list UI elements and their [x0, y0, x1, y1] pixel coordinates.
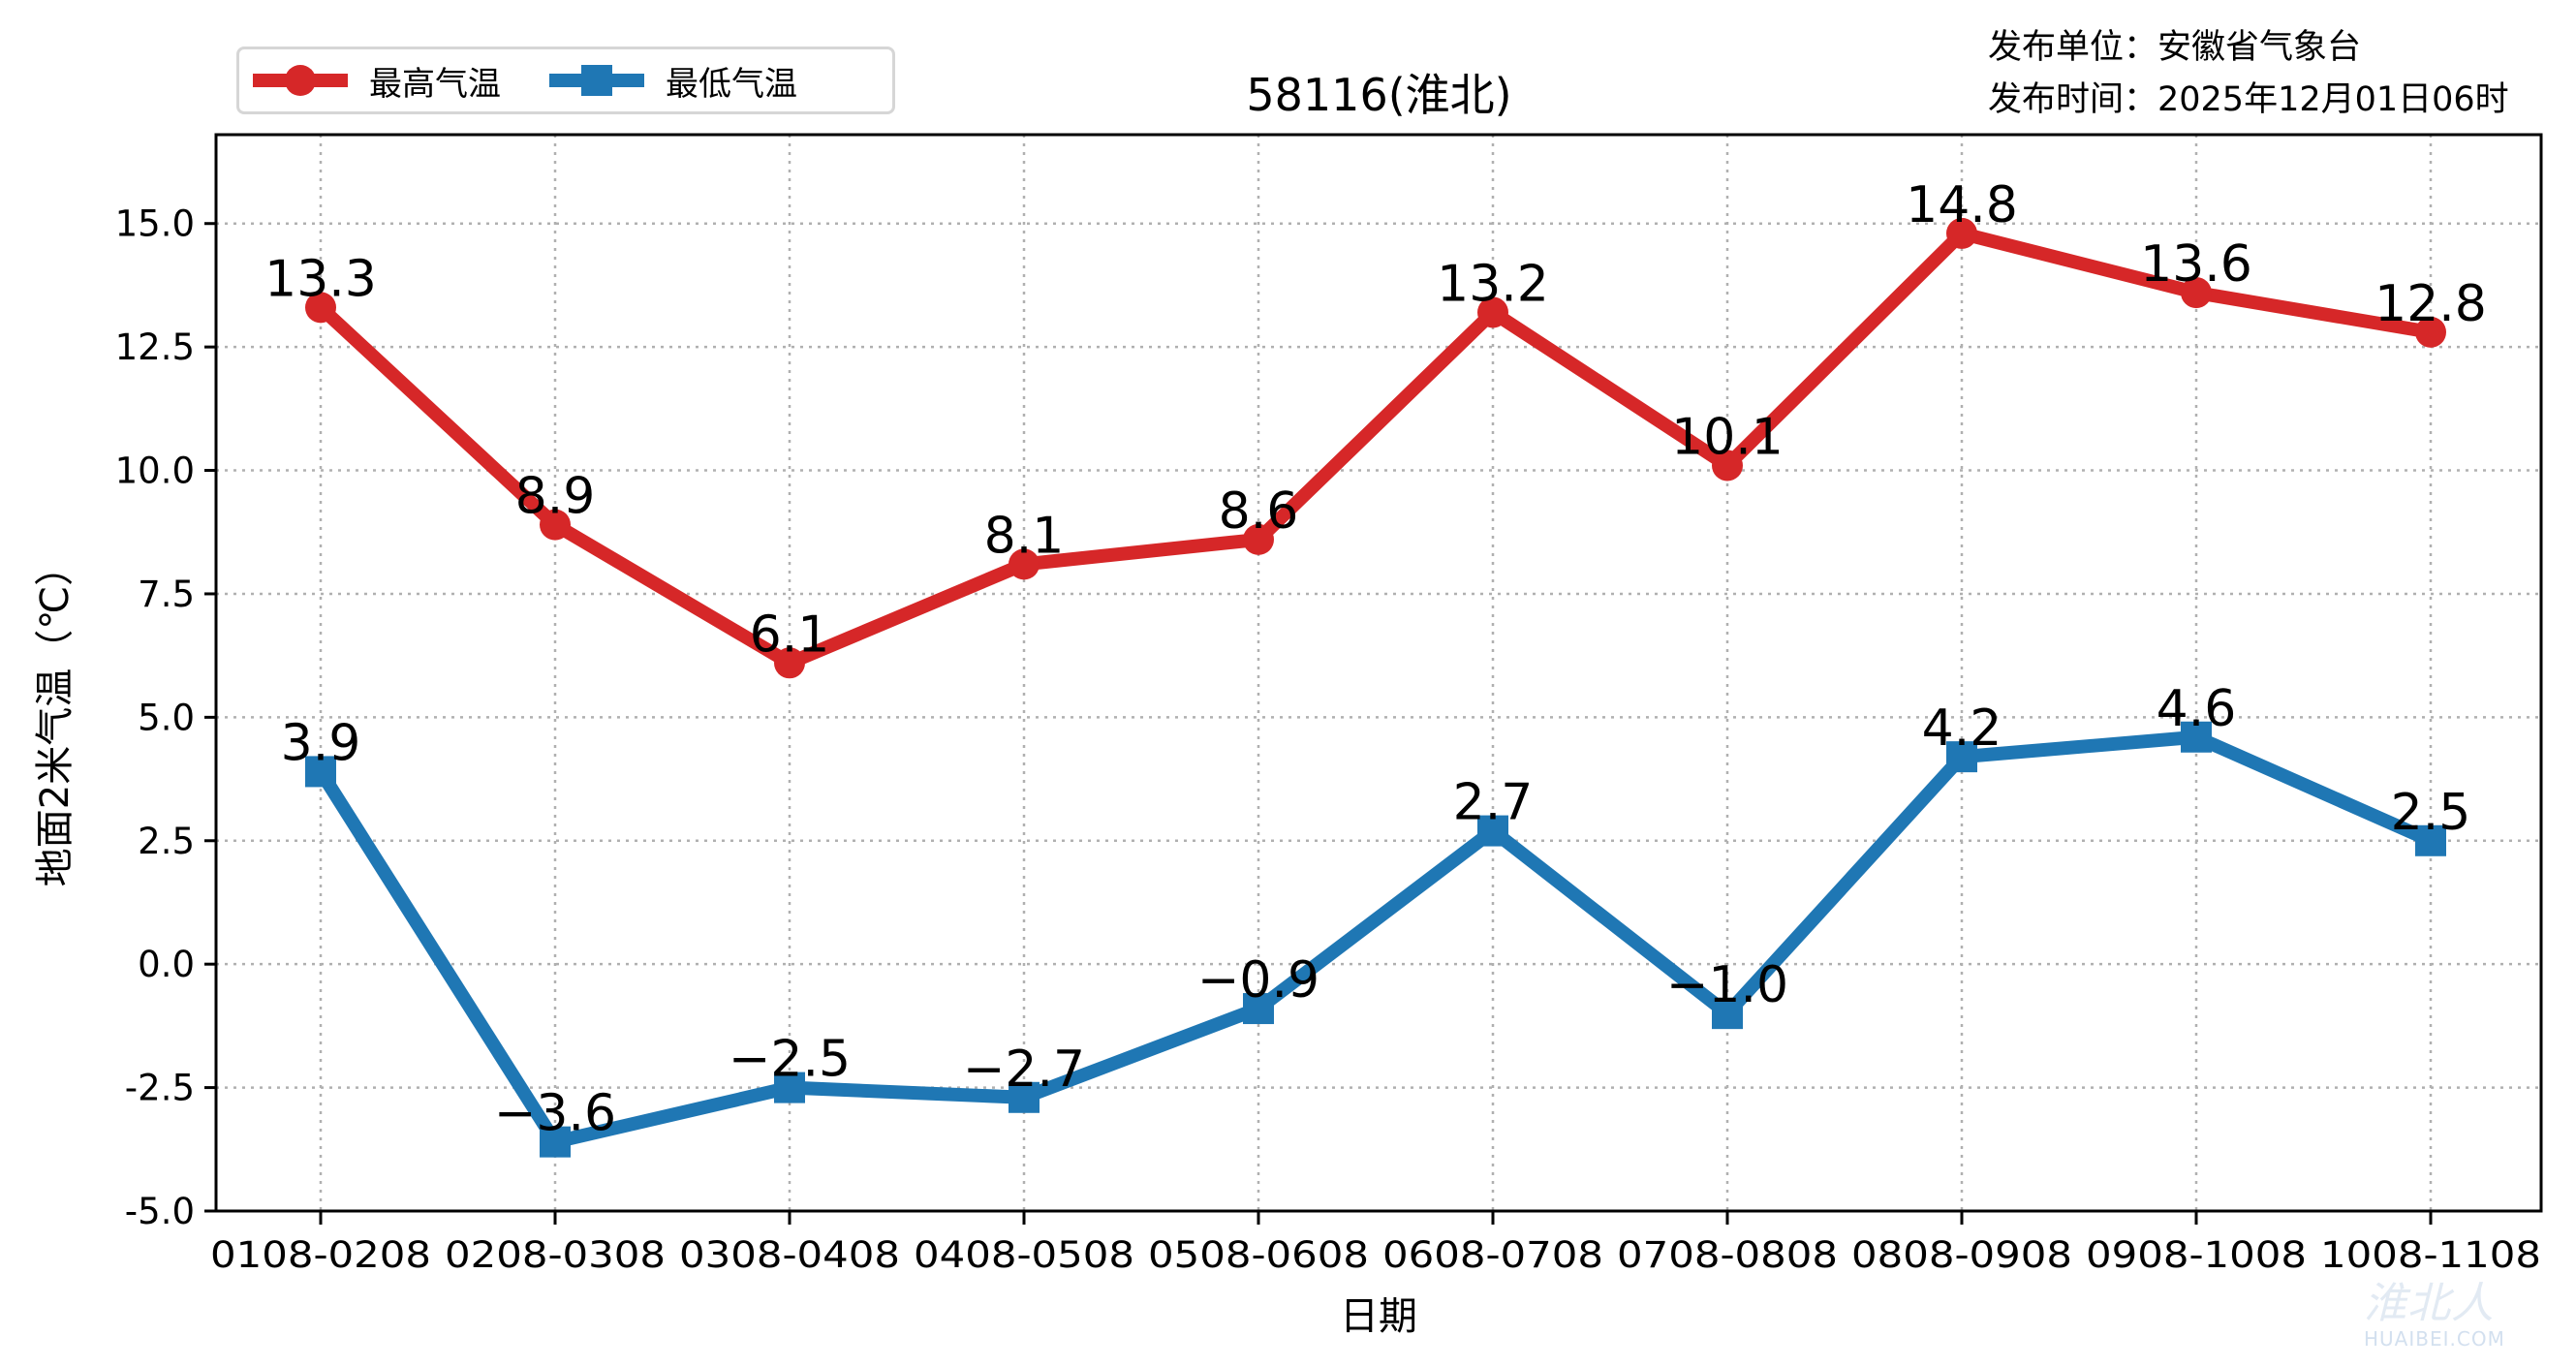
- y-tick-label: 0.0: [138, 944, 195, 985]
- data-label: 13.2: [1437, 255, 1549, 313]
- circle-marker-icon: [1243, 523, 1274, 555]
- data-label: −3.6: [494, 1085, 616, 1143]
- watermark: 淮北人 HUAIBEI.COM: [2364, 1281, 2505, 1351]
- circle-marker-icon: [2415, 316, 2446, 348]
- max-temp-line: [316, 226, 2433, 671]
- data-label: 6.1: [750, 606, 830, 664]
- data-labels: 13.3 8.9 6.1 8.1 8.6 13.2 10.1 14.8 13.6 12.8 3.9 −…: [264, 176, 2487, 1143]
- min-temp-line: [315, 730, 2434, 1150]
- x-tick-label: 0808-0908: [1851, 1234, 2072, 1276]
- publish-time-text: 发布时间：2025年12月01日06时: [1988, 80, 2509, 119]
- y-tick-label: -2.5: [125, 1068, 195, 1109]
- square-marker-icon: [1712, 998, 1743, 1030]
- circle-marker-icon: [1946, 217, 1977, 249]
- square-marker-icon: [1243, 993, 1274, 1025]
- data-label: −2.5: [729, 1031, 851, 1089]
- legend-label: 最高气温: [369, 64, 501, 104]
- legend: 最高气温 最低气温: [236, 47, 895, 114]
- square-marker-icon: [774, 1072, 805, 1103]
- chart-title-text: 58116(淮北): [1246, 69, 1512, 121]
- data-label: 13.6: [2140, 235, 2252, 294]
- circle-marker-icon: [2181, 277, 2212, 309]
- x-axis-ticks: 0108-0208 0208-0308 0308-0408 0408-0508 0508…: [210, 1211, 2541, 1276]
- x-tick-label: 0108-0208: [210, 1234, 431, 1276]
- circle-marker-icon: [540, 509, 571, 541]
- data-label: −0.9: [1197, 951, 1319, 1010]
- blue-square-line-icon: [549, 61, 644, 100]
- legend-item-min-temp[interactable]: 最低气温: [549, 57, 797, 105]
- circle-marker-icon: [1712, 450, 1743, 482]
- plot-area-frame: [214, 133, 2543, 1213]
- data-label: 4.2: [1922, 699, 2002, 758]
- legend-item-max-temp[interactable]: 最高气温: [253, 57, 501, 105]
- watermark-cn: 淮北人: [2364, 1279, 2495, 1328]
- y-axis-ticks: -5.0 -2.5 0.0 2.5 5.0 7.5 10.0 12.5 15.0: [115, 203, 216, 1232]
- data-label: 13.3: [264, 250, 377, 308]
- watermark-en: HUAIBEI.COM: [2364, 1327, 2505, 1351]
- y-tick-label: 15.0: [115, 203, 195, 245]
- square-marker-icon: [2181, 721, 2212, 753]
- x-tick-label: 0208-0308: [445, 1234, 666, 1276]
- red-circle-line-icon: [253, 61, 348, 100]
- square-marker-icon: [540, 1126, 571, 1158]
- y-tick-label: 12.5: [115, 326, 195, 368]
- y-tick-label: 2.5: [138, 821, 195, 862]
- x-tick-label: 0708-0808: [1617, 1234, 1838, 1276]
- y-tick-label: -5.0: [125, 1191, 195, 1232]
- square-marker-icon: [305, 756, 336, 788]
- data-label: −2.7: [963, 1041, 1085, 1099]
- x-tick-label: 1008-1108: [2320, 1234, 2541, 1276]
- publisher-text: 发布单位：安徽省气象台: [1988, 28, 2362, 67]
- circle-marker-icon: [774, 647, 805, 679]
- x-tick-label: 0308-0408: [679, 1234, 900, 1276]
- data-label: 4.6: [2157, 680, 2237, 738]
- publish-info: 发布单位：安徽省气象台 发布时间：2025年12月01日06时: [1988, 21, 2509, 126]
- data-label: 8.9: [515, 468, 596, 526]
- circle-marker-icon: [1477, 296, 1508, 328]
- square-marker-icon: [1009, 1081, 1040, 1113]
- square-marker-icon: [1946, 741, 1977, 773]
- x-tick-label: 0608-0708: [1382, 1234, 1603, 1276]
- circle-marker-icon: [1009, 548, 1040, 580]
- x-tick-label: 0908-1008: [2086, 1234, 2307, 1276]
- data-label: −1.0: [1666, 956, 1788, 1014]
- legend-label: 最低气温: [666, 64, 797, 104]
- grid-lines: [216, 135, 2541, 1213]
- y-tick-label: 10.0: [115, 450, 195, 492]
- y-tick-label: 5.0: [138, 697, 195, 738]
- data-label: 8.1: [984, 507, 1065, 565]
- data-label: 3.9: [281, 714, 361, 772]
- data-label: 8.6: [1219, 482, 1299, 541]
- data-series: [305, 217, 2446, 1158]
- circle-marker-icon: [305, 292, 336, 324]
- y-tick-label: 7.5: [138, 574, 195, 615]
- data-label: 2.5: [2391, 784, 2471, 842]
- square-marker-icon: [1477, 815, 1508, 847]
- data-label: 12.8: [2374, 275, 2487, 333]
- chart-title: 58116(淮北): [0, 60, 2576, 124]
- data-label: 2.7: [1453, 774, 1534, 832]
- data-label: 14.8: [1906, 176, 2018, 234]
- data-label: 10.1: [1671, 408, 1784, 466]
- x-axis-label: 日期: [1340, 1294, 1417, 1339]
- square-marker-icon: [2415, 824, 2446, 856]
- x-tick-label: 0508-0608: [1148, 1234, 1369, 1276]
- x-tick-label: 0408-0508: [914, 1234, 1134, 1276]
- y-axis-label: 地面2米气温（℃）: [33, 547, 78, 886]
